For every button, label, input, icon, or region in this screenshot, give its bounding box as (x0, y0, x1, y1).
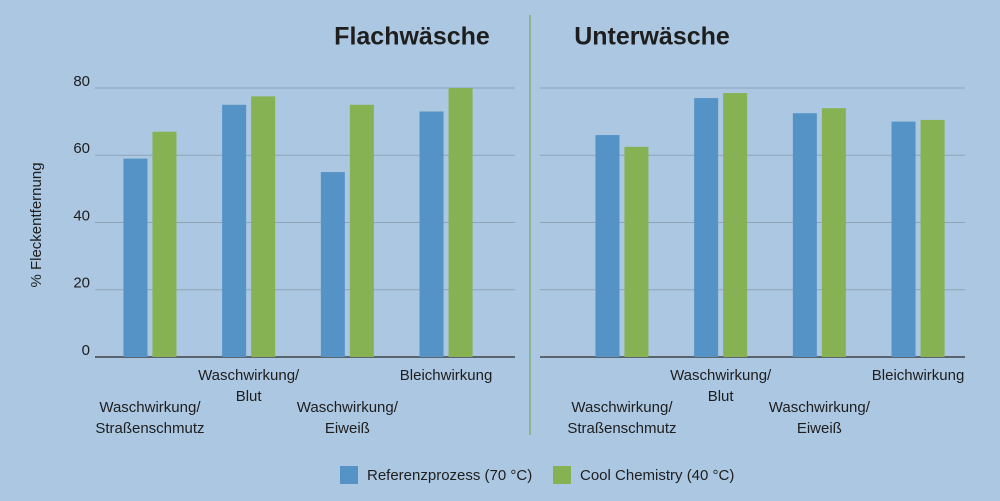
y-axis-label: % Fleckentfernung (28, 162, 45, 287)
bar (792, 113, 817, 357)
bar (152, 131, 177, 357)
x-tick-label: Bleichwirkung (399, 367, 493, 384)
bar (821, 108, 846, 357)
bar (419, 111, 444, 357)
bar (251, 96, 276, 357)
x-tick-label: Waschwirkung/ Straßenschmutz (95, 399, 205, 437)
bar (320, 172, 345, 357)
bar (694, 98, 719, 358)
bar (222, 104, 247, 357)
chart-title: Unterwäsche (574, 23, 730, 51)
legend-label: Cool Chemistry (40 °C) (580, 467, 734, 484)
x-tick-label: Waschwirkung/ Blut (670, 367, 772, 405)
y-tick-label: 40 (73, 207, 90, 224)
x-tick-label: Waschwirkung/ Eiweiß (296, 399, 398, 437)
bar (723, 93, 748, 357)
x-tick-label: Waschwirkung/ Straßenschmutz (567, 399, 677, 437)
chart-title: Flachwäsche (334, 23, 490, 51)
bar (920, 119, 945, 357)
y-tick-label: 0 (82, 342, 90, 359)
y-tick-label: 80 (73, 73, 90, 90)
x-tick-label: Bleichwirkung (871, 367, 965, 384)
bar (349, 104, 374, 357)
bar (624, 146, 649, 357)
bar (448, 88, 473, 357)
legend-swatch (553, 466, 571, 484)
x-tick-label: Waschwirkung/ Blut (198, 367, 300, 405)
bar (123, 158, 148, 357)
legend-label: Referenzprozess (70 °C) (367, 467, 532, 484)
x-tick-label: Waschwirkung/ Eiweiß (768, 399, 870, 437)
y-tick-label: 20 (73, 275, 90, 292)
bar (595, 135, 620, 357)
y-tick-label: 60 (73, 140, 90, 157)
legend-swatch (340, 466, 358, 484)
bar (891, 121, 916, 357)
